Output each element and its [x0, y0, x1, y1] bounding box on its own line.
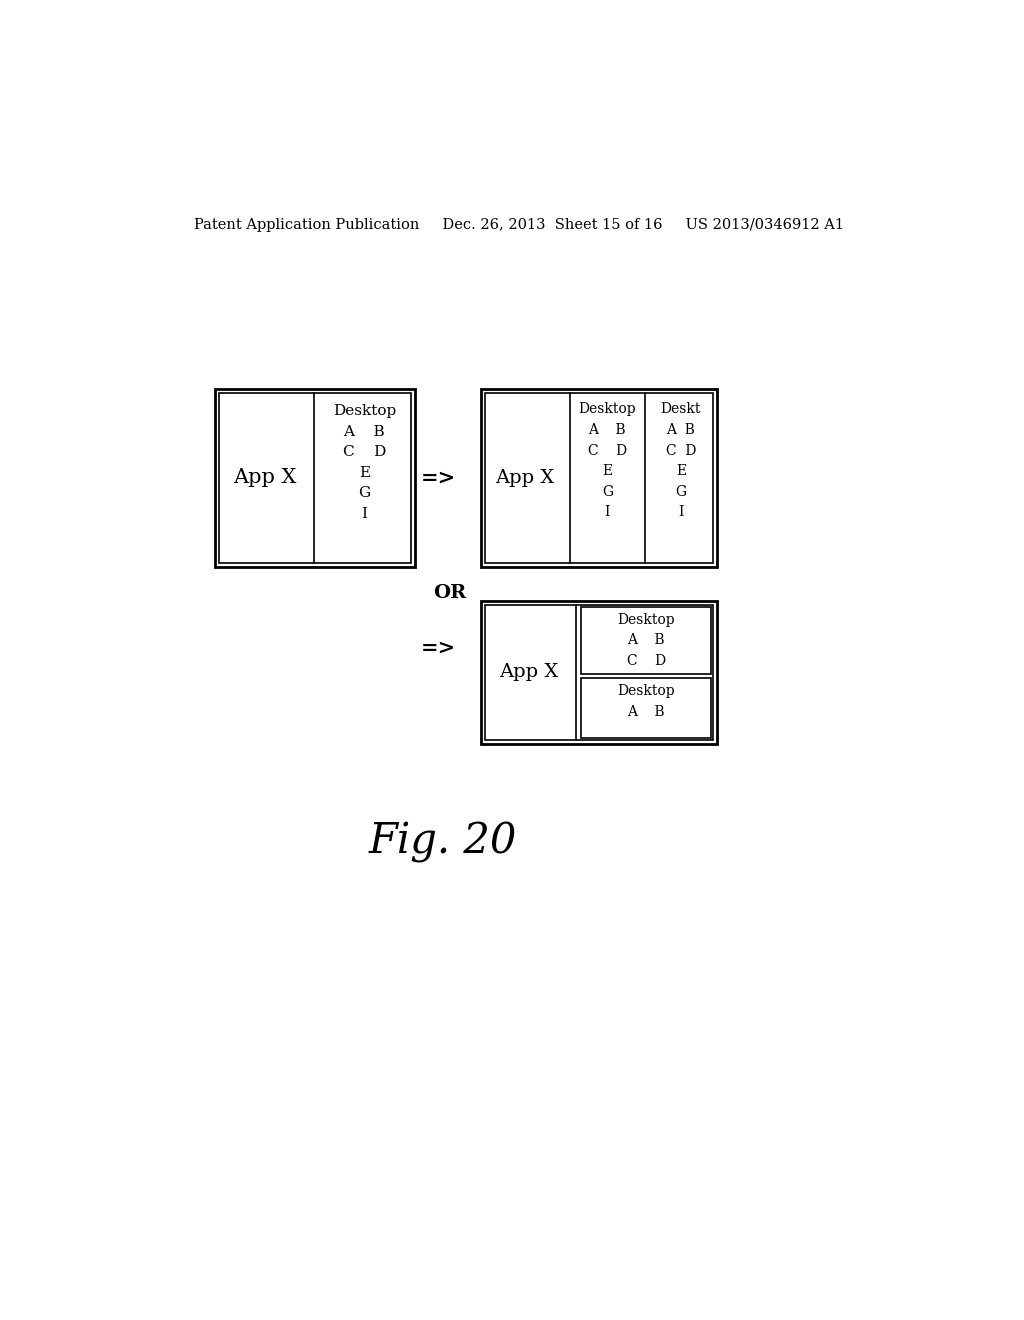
- Bar: [582, 607, 711, 675]
- Text: App X: App X: [499, 664, 558, 681]
- Bar: [215, 389, 415, 566]
- Text: App X: App X: [496, 469, 555, 487]
- Text: Patent Application Publication     Dec. 26, 2013  Sheet 15 of 16     US 2013/034: Patent Application Publication Dec. 26, …: [194, 218, 844, 232]
- Text: OR: OR: [433, 585, 466, 602]
- Text: Desktop
A    B: Desktop A B: [617, 684, 675, 719]
- Text: Deskt
A  B
C  D
E
G
I: Deskt A B C D E G I: [660, 403, 701, 520]
- Text: Desktop
A    B
C    D
E
G
I: Desktop A B C D E G I: [333, 404, 396, 521]
- Bar: [484, 605, 713, 739]
- Bar: [219, 393, 411, 562]
- Text: =>: =>: [421, 469, 456, 488]
- Text: Fig. 20: Fig. 20: [369, 821, 517, 862]
- Bar: [480, 601, 717, 743]
- Bar: [484, 393, 713, 562]
- Text: Desktop
A    B
C    D: Desktop A B C D: [617, 612, 675, 668]
- Text: =>: =>: [421, 638, 456, 657]
- Text: App X: App X: [232, 469, 296, 487]
- Text: Desktop
A    B
C    D
E
G
I: Desktop A B C D E G I: [579, 403, 636, 520]
- Bar: [480, 389, 717, 566]
- Bar: [582, 678, 711, 738]
